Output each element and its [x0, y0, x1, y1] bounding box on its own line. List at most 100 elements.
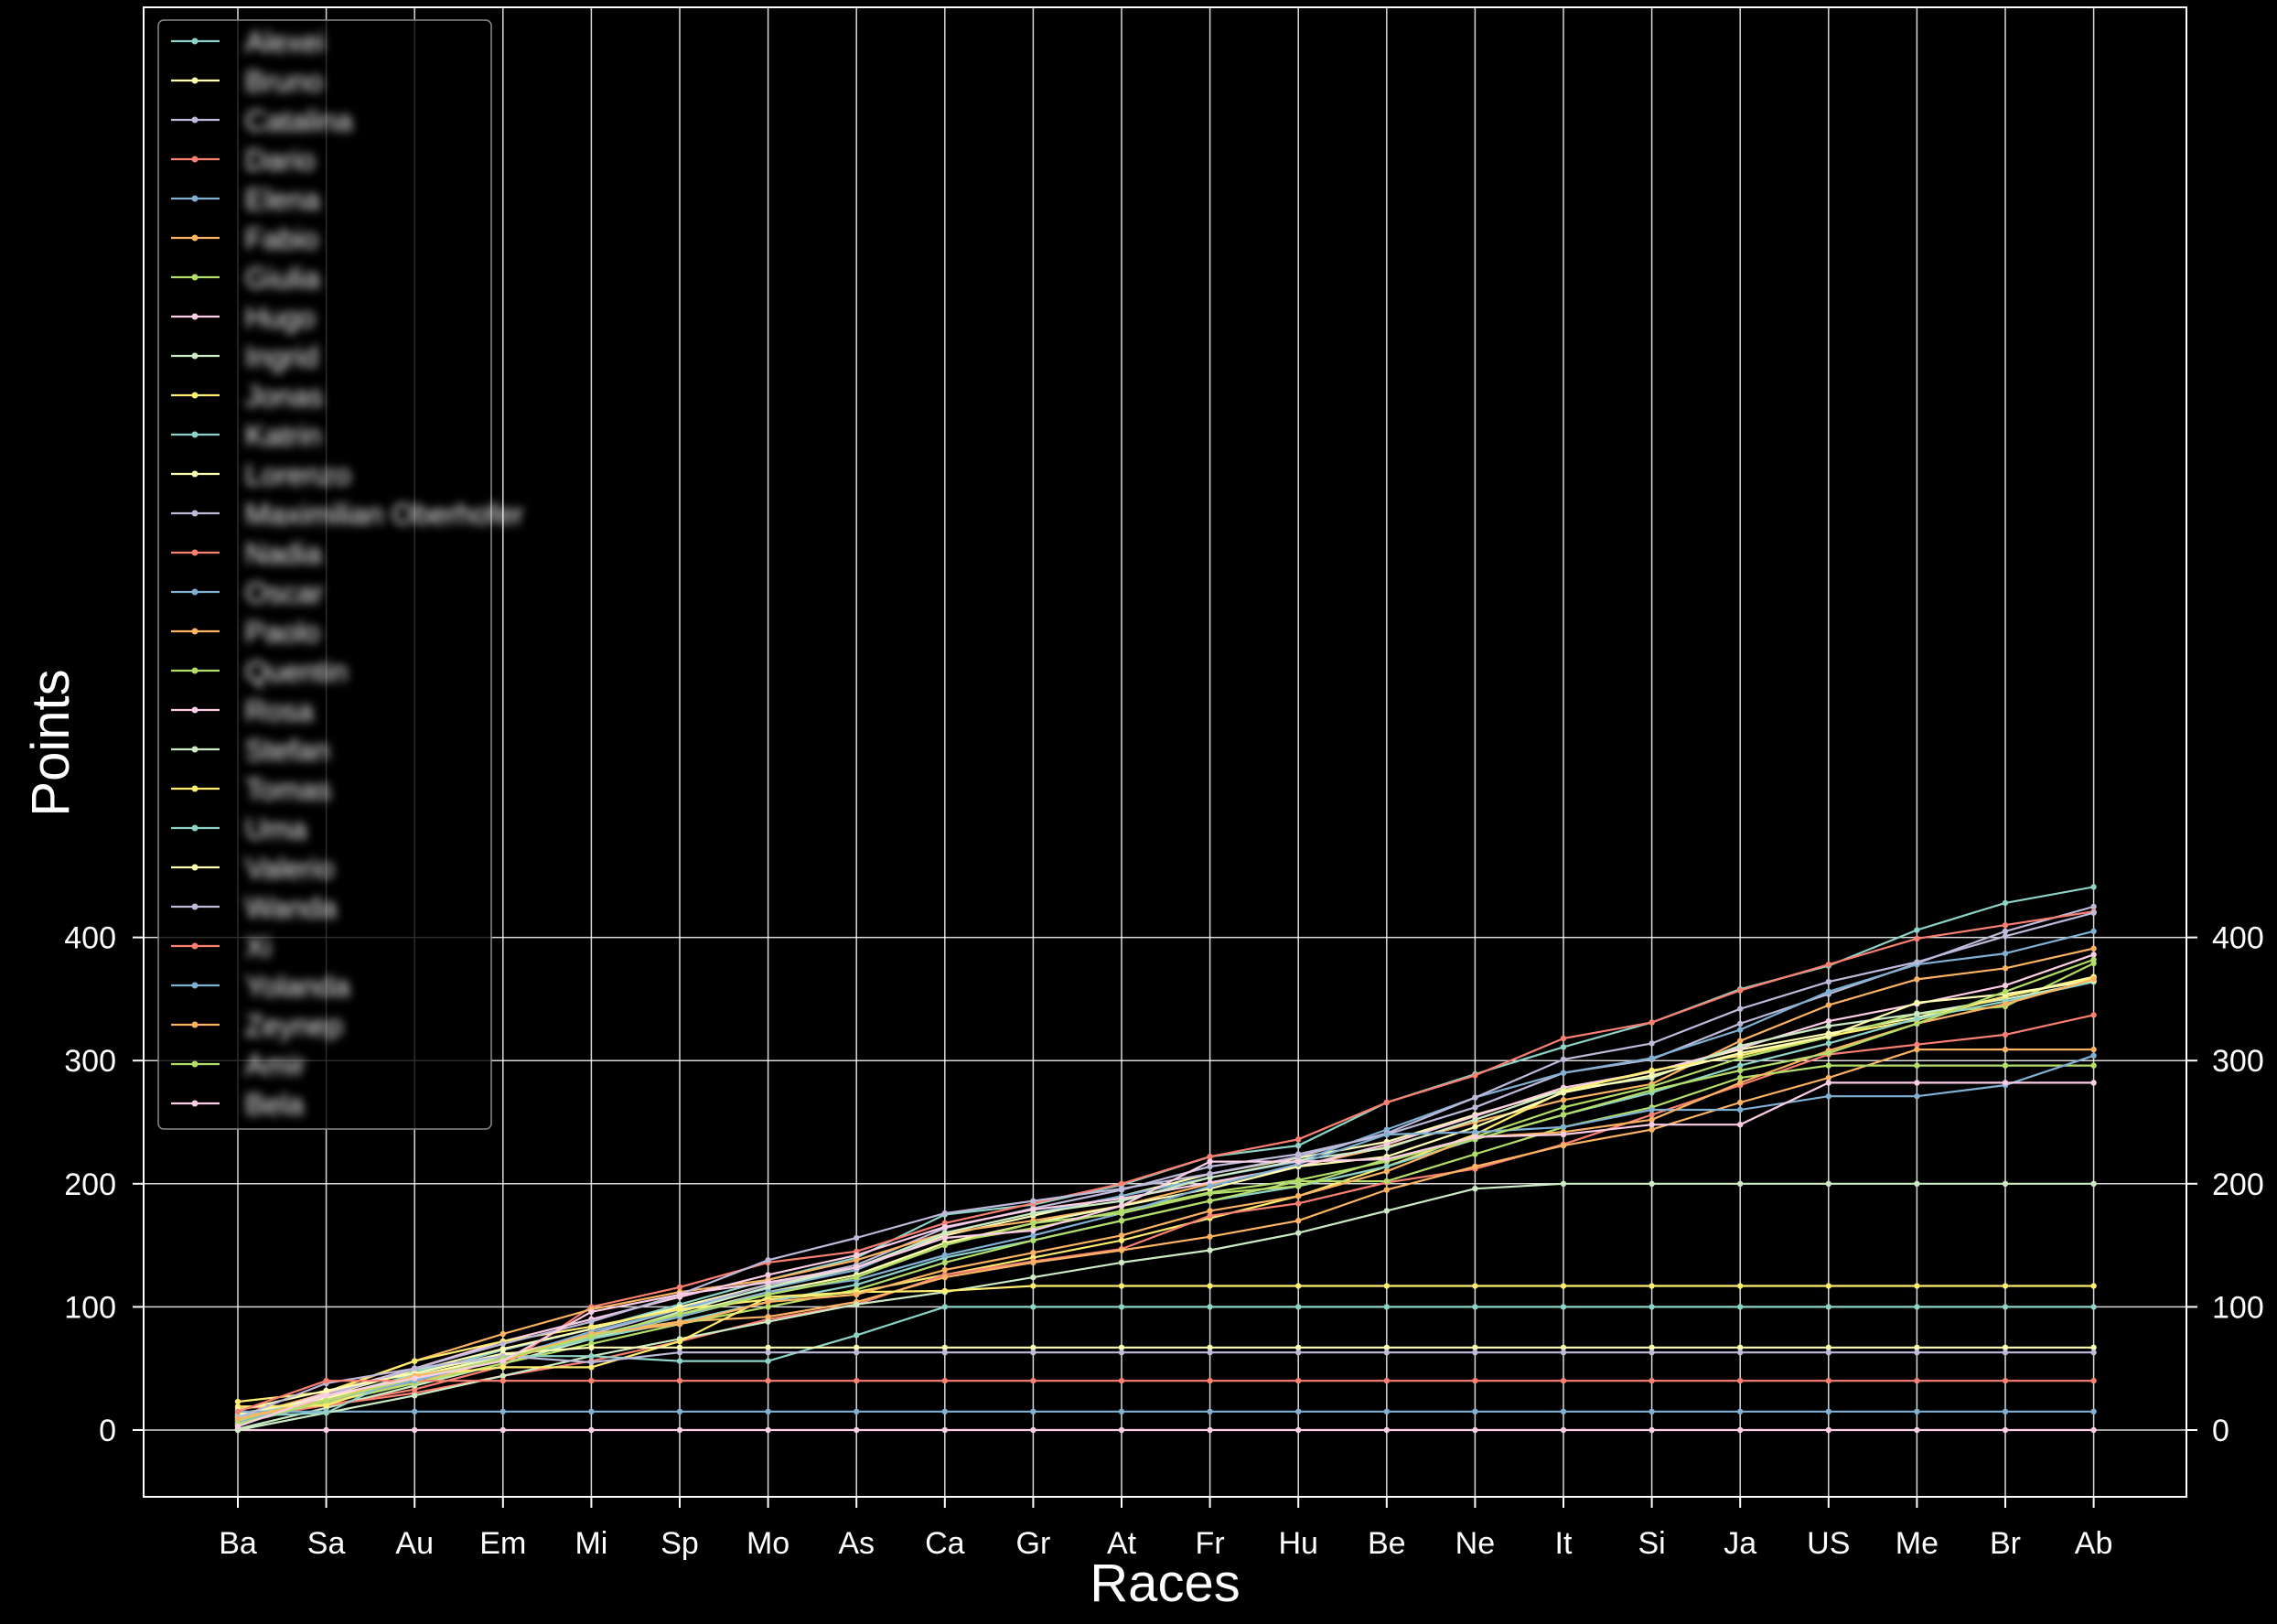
data-point [1207, 1283, 1213, 1289]
data-point [1383, 1099, 1391, 1106]
data-point [1560, 1124, 1567, 1131]
data-point [323, 1402, 329, 1409]
data-point [1649, 1426, 1655, 1434]
legend-swatch-marker [191, 1100, 199, 1107]
data-point [1649, 1344, 1655, 1351]
data-point [412, 1375, 418, 1382]
data-point [854, 1257, 860, 1264]
series-line [237, 911, 2094, 1428]
data-point [1825, 1180, 1832, 1188]
data-point [854, 1264, 860, 1271]
data-point [1472, 1283, 1478, 1289]
data-point [1118, 1202, 1125, 1210]
data-point [1649, 1019, 1655, 1026]
data-point [1914, 1408, 1920, 1415]
data-point [1472, 1344, 1478, 1351]
series-line [237, 976, 2094, 1404]
data-point [1649, 1040, 1655, 1047]
data-point [1560, 1408, 1567, 1415]
data-point [1118, 1283, 1125, 1289]
data-point [1914, 1046, 1920, 1053]
data-point [854, 1252, 860, 1259]
legend-swatch-marker [191, 1060, 199, 1068]
legend-swatch-marker [191, 156, 199, 163]
legend-swatch-marker [191, 982, 199, 989]
data-point [1295, 1344, 1302, 1351]
data-point [588, 1426, 595, 1434]
data-point [1737, 1049, 1744, 1057]
x-tick-label: Hu [1278, 1526, 1317, 1561]
data-point [2002, 933, 2009, 940]
data-point [1118, 1185, 1125, 1192]
legend-swatch-marker [191, 470, 199, 478]
data-point [1030, 1249, 1036, 1256]
data-point [1649, 1283, 1655, 1289]
data-point [1472, 1151, 1478, 1157]
y-axis-title: Points [21, 669, 81, 816]
data-point [1030, 1227, 1036, 1234]
data-point [1207, 1350, 1213, 1356]
data-point [1914, 1350, 1920, 1356]
series-line [237, 975, 2094, 1416]
data-point [1825, 978, 1832, 985]
data-point [1472, 1094, 1478, 1101]
data-point [1030, 1377, 1036, 1384]
data-point [1207, 1183, 1213, 1189]
data-point [1118, 1198, 1125, 1204]
data-point [765, 1426, 771, 1434]
data-point [499, 1358, 506, 1364]
data-point [1737, 1074, 1744, 1081]
data-point [765, 1304, 771, 1310]
series-line [237, 1064, 2094, 1422]
data-point [1737, 1106, 1744, 1113]
data-point [2090, 1062, 2097, 1069]
legend-swatch-marker [191, 510, 199, 517]
data-point [2090, 1080, 2097, 1086]
data-point [1914, 1062, 1920, 1069]
data-point [1295, 1158, 1302, 1165]
data-point [765, 1313, 771, 1320]
series-line [237, 953, 2094, 1423]
data-point [2002, 1304, 2009, 1310]
data-point [1295, 1183, 1302, 1189]
data-point [1030, 1210, 1036, 1217]
data-point [1914, 1344, 1920, 1351]
data-point [1118, 1377, 1125, 1384]
data-point [941, 1274, 949, 1281]
series-line [237, 1014, 2094, 1420]
data-point [1737, 1080, 1744, 1086]
series-28 [234, 1080, 2097, 1430]
data-point [1560, 1044, 1567, 1050]
data-point [1472, 1377, 1478, 1384]
data-point [1914, 976, 1920, 983]
data-point [1914, 1426, 1920, 1434]
data-point [1737, 1344, 1744, 1351]
data-point [1383, 1187, 1391, 1193]
data-point [2002, 950, 2009, 957]
data-point [1472, 1304, 1478, 1310]
data-point [1825, 1040, 1832, 1047]
data-point [1649, 1408, 1655, 1415]
data-point [1649, 1112, 1655, 1118]
legend-swatch-marker [191, 628, 199, 635]
data-point [2002, 1408, 2009, 1415]
x-tick-label: Sp [661, 1526, 699, 1561]
data-point [2090, 928, 2097, 935]
data-point [499, 1408, 506, 1415]
data-point [2090, 1426, 2097, 1434]
data-point [1118, 1408, 1125, 1415]
data-point [1649, 1055, 1655, 1061]
data-point [1295, 1193, 1302, 1199]
data-point [1383, 1350, 1391, 1356]
data-point [1472, 1426, 1478, 1434]
data-point [412, 1365, 418, 1371]
data-point [1383, 1377, 1391, 1384]
data-point [1737, 1426, 1744, 1434]
legend-swatch-marker [191, 352, 199, 360]
legend-swatch-marker [191, 274, 199, 281]
data-point [2090, 1408, 2097, 1415]
data-point [1560, 1097, 1567, 1103]
x-tick-label: Gr [1016, 1526, 1051, 1561]
data-point [1207, 1344, 1213, 1351]
data-point [1295, 1426, 1302, 1434]
